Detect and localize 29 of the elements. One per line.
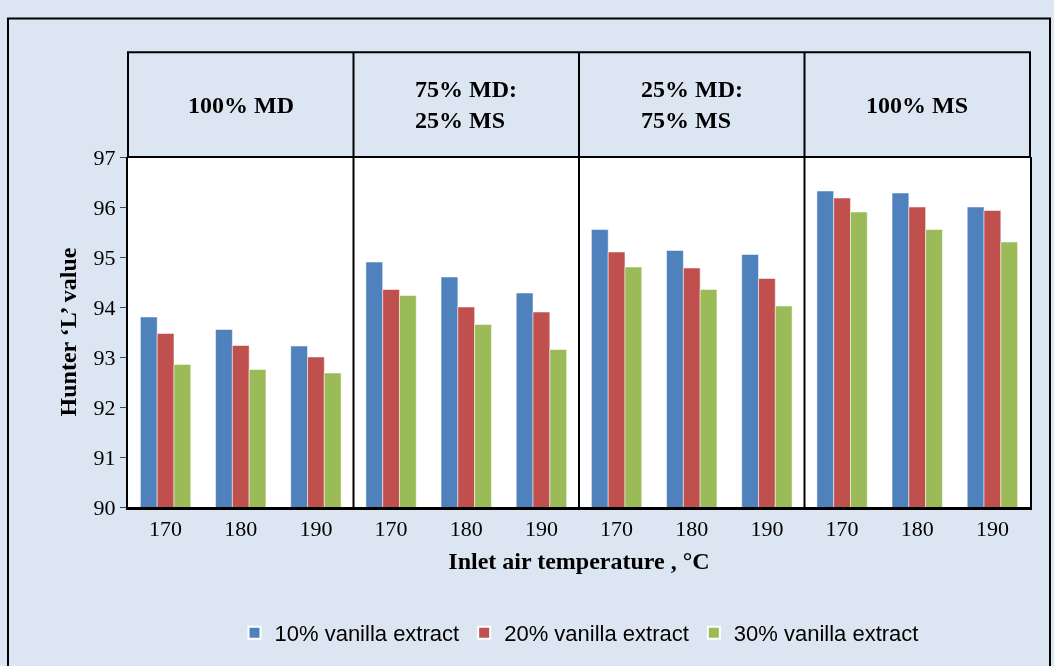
x-tick-label: 190	[975, 516, 1009, 542]
y-tick-label: 94	[93, 294, 116, 320]
y-tick-label: 93	[93, 344, 116, 370]
x-tick-label: 180	[224, 516, 258, 542]
text: 75% MD: 25% MS	[415, 76, 517, 134]
x-tick-label: 170	[825, 516, 859, 542]
x-tick-label: 170	[600, 516, 634, 542]
x-tick-label: 190	[524, 516, 558, 542]
y-tick-label: 96	[93, 194, 116, 220]
y-tick-label: 97	[93, 144, 116, 170]
x-axis-title: Inlet air temperature , °C	[448, 547, 710, 574]
text: 25% MD: 75% MS	[641, 76, 743, 134]
y-tick-label: 95	[93, 244, 116, 270]
x-tick-label: 180	[675, 516, 709, 542]
x-tick-label: 190	[299, 516, 333, 542]
y-tick-label: 91	[93, 444, 116, 470]
x-tick-label: 190	[750, 516, 784, 542]
y-tick-label: 90	[93, 494, 116, 520]
legend-label: 10% vanilla extract	[274, 621, 460, 647]
text: 100% MD	[188, 92, 294, 118]
legend-label: 20% vanilla extract	[504, 621, 689, 647]
x-tick-label: 170	[374, 516, 408, 542]
legend-label: 30% vanilla extract	[733, 621, 919, 647]
y-axis-title: Hunter ‘L’ value	[55, 247, 82, 417]
x-tick-label: 180	[449, 516, 483, 542]
text: 100% MS	[866, 92, 968, 118]
x-tick-label: 180	[900, 516, 934, 542]
y-tick-label: 92	[93, 394, 116, 420]
x-tick-label: 170	[149, 516, 183, 542]
